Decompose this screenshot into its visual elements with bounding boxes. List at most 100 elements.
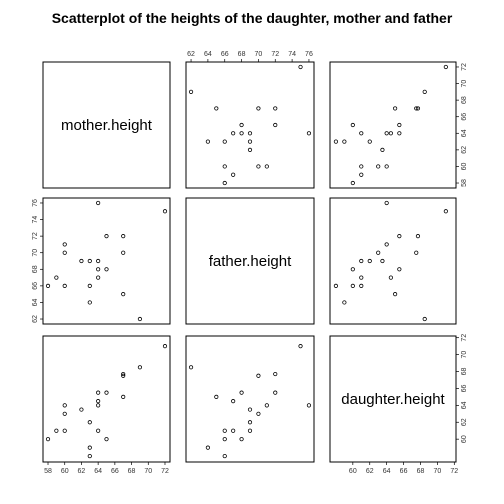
y-tick-label-daughter-72: 72 [461, 334, 468, 342]
point-mother-vs-daughter-0 [350, 180, 355, 186]
x-tick-label-father-74: 74 [288, 51, 296, 58]
point-mother-vs-daughter-18 [422, 89, 427, 94]
x-tick-label-daughter-60: 60 [349, 468, 357, 475]
point-daughter-vs-father-4 [222, 428, 227, 433]
point-daughter-vs-father-10 [239, 390, 244, 395]
point-father-vs-mother-17 [121, 234, 126, 239]
point-mother-vs-father-14 [239, 122, 244, 128]
y-tick-label-mother-66: 66 [461, 113, 468, 121]
point-daughter-vs-mother-2 [62, 403, 67, 408]
point-father-vs-daughter-12 [384, 200, 389, 206]
point-mother-vs-daughter-8 [342, 139, 347, 144]
point-father-vs-mother-3 [62, 250, 67, 255]
x-tick-label-mother-72: 72 [161, 468, 169, 475]
y-tick-label-father-68: 68 [32, 265, 39, 273]
y-tick-label-mother-60: 60 [461, 162, 468, 170]
point-father-vs-mother-6 [87, 283, 92, 288]
y-tick-label-father-70: 70 [32, 249, 39, 257]
point-mother-vs-father-6 [222, 139, 227, 144]
x-tick-label-mother-62: 62 [78, 468, 86, 475]
panel-frame-mother-vs-father [185, 61, 315, 189]
point-mother-vs-father-19 [298, 64, 303, 70]
point-father-vs-daughter-19 [443, 209, 448, 214]
y-tick-label-mother-68: 68 [461, 96, 468, 104]
point-daughter-vs-father-8 [205, 445, 210, 450]
x-tick-label-daughter-62: 62 [366, 468, 374, 475]
point-mother-vs-father-11 [247, 131, 253, 136]
y-tick-label-father-74: 74 [32, 216, 39, 224]
point-father-vs-daughter-10 [397, 267, 402, 272]
point-father-vs-daughter-0 [350, 283, 355, 288]
point-mother-vs-daughter-3 [376, 164, 381, 169]
point-daughter-vs-mother-14 [104, 437, 109, 442]
chart-title: Scatterplot of the heights of the daught… [51, 10, 453, 26]
point-father-vs-daughter-4 [359, 283, 364, 288]
x-tick-label-father-62: 62 [187, 51, 195, 58]
point-mother-vs-daughter-4 [359, 164, 364, 169]
point-mother-vs-father-0 [222, 180, 227, 186]
panel-frame-father-vs-daughter [329, 197, 457, 325]
point-daughter-vs-mother-5 [79, 407, 84, 412]
point-daughter-vs-father-7 [247, 420, 253, 425]
x-tick-label-father-66: 66 [221, 51, 229, 58]
point-daughter-vs-father-13 [273, 390, 278, 395]
point-daughter-vs-father-5 [247, 407, 253, 412]
y-tick-label-father-62: 62 [32, 315, 39, 323]
point-mother-vs-daughter-5 [380, 147, 385, 152]
point-daughter-vs-father-19 [298, 344, 303, 349]
point-father-vs-daughter-13 [397, 234, 402, 239]
x-tick-label-father-70: 70 [255, 51, 263, 58]
point-father-vs-mother-16 [121, 250, 126, 255]
x-tick-label-mother-58: 58 [44, 468, 52, 475]
y-tick-label-daughter-64: 64 [461, 401, 468, 409]
point-mother-vs-father-13 [273, 122, 278, 128]
y-tick-label-daughter-70: 70 [461, 351, 468, 359]
point-father-vs-daughter-16 [414, 250, 419, 255]
point-mother-vs-father-5 [247, 147, 253, 152]
point-father-vs-mother-0 [45, 283, 51, 288]
point-father-vs-mother-12 [96, 200, 101, 206]
point-daughter-vs-mother-15 [121, 394, 126, 399]
point-father-vs-mother-4 [62, 283, 67, 288]
point-mother-vs-father-17 [273, 106, 278, 111]
panel-frame-father-vs-mother [42, 197, 171, 325]
point-mother-vs-daughter-16 [414, 106, 419, 111]
point-daughter-vs-mother-11 [96, 428, 101, 433]
point-daughter-vs-mother-19 [162, 344, 168, 349]
point-mother-vs-daughter-13 [397, 122, 402, 128]
point-daughter-vs-mother-12 [96, 403, 101, 408]
point-father-vs-mother-13 [104, 234, 109, 239]
point-mother-vs-daughter-2 [384, 164, 389, 169]
point-daughter-vs-father-16 [256, 373, 261, 378]
point-mother-vs-daughter-6 [333, 139, 339, 144]
x-tick-label-father-76: 76 [305, 51, 313, 58]
point-father-vs-daughter-11 [359, 258, 364, 264]
point-daughter-vs-father-6 [222, 453, 227, 459]
point-daughter-vs-father-2 [264, 403, 269, 408]
point-mother-vs-daughter-19 [443, 64, 448, 70]
point-mother-vs-father-3 [256, 164, 261, 169]
x-tick-label-daughter-68: 68 [417, 468, 425, 475]
panel-frame-father-vs-father [185, 197, 315, 325]
point-daughter-vs-father-14 [239, 437, 244, 442]
point-father-vs-daughter-2 [384, 242, 389, 247]
point-mother-vs-father-15 [214, 106, 219, 111]
diagonal-label-daughter: daughter.height [341, 391, 445, 408]
point-mother-vs-father-7 [247, 139, 253, 144]
x-tick-label-mother-60: 60 [61, 468, 69, 475]
x-tick-label-mother-64: 64 [94, 468, 102, 475]
point-daughter-vs-mother-7 [87, 420, 92, 425]
y-tick-label-daughter-62: 62 [461, 418, 468, 426]
y-tick-label-father-72: 72 [32, 232, 39, 240]
point-daughter-vs-mother-18 [137, 365, 143, 370]
point-father-vs-mother-15 [121, 292, 126, 297]
point-daughter-vs-father-12 [306, 403, 312, 408]
x-tick-label-daughter-64: 64 [383, 468, 391, 475]
point-father-vs-mother-18 [137, 316, 143, 322]
x-tick-label-daughter-66: 66 [400, 468, 408, 475]
point-mother-vs-father-4 [222, 164, 227, 169]
point-mother-vs-father-1 [231, 172, 236, 177]
point-daughter-vs-mother-17 [121, 371, 126, 377]
panel-frame-daughter-vs-father [185, 335, 315, 463]
